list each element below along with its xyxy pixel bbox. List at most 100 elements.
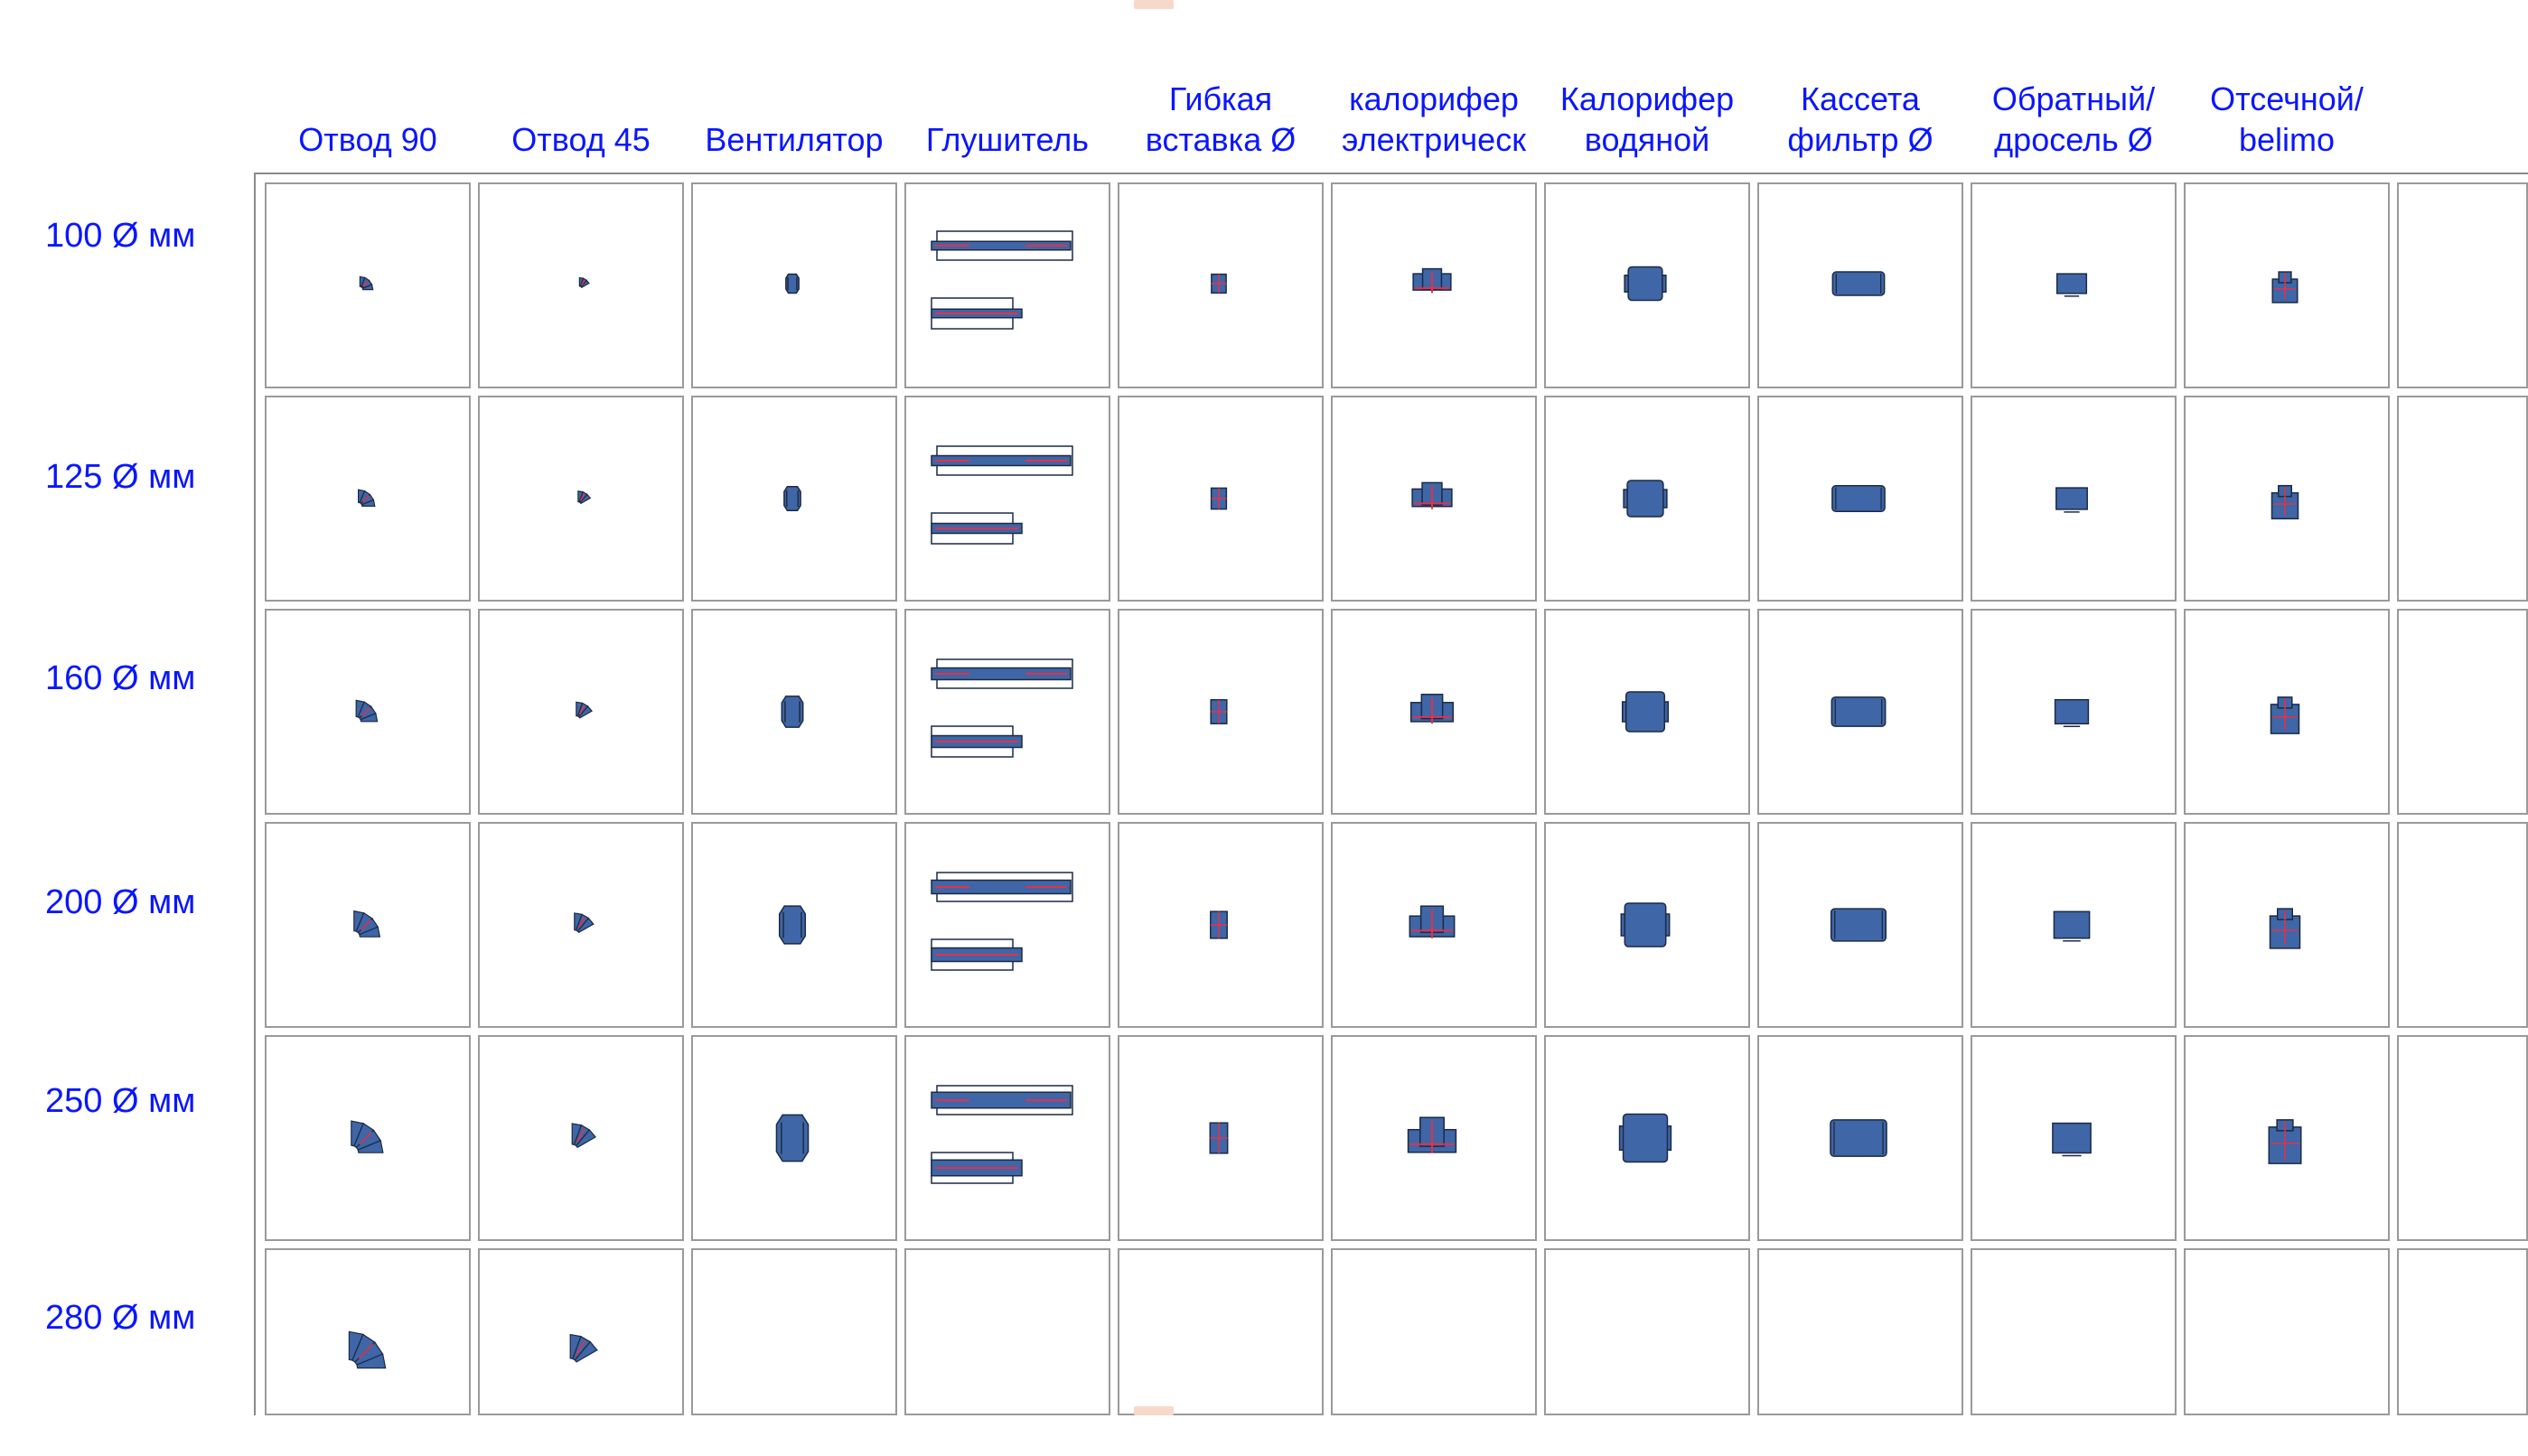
cell-heater-electric-125[interactable] <box>1331 396 1537 602</box>
cell-check-valve-160[interactable] <box>1971 609 2177 815</box>
heater-water-icon <box>1624 266 1667 302</box>
elbow-segment <box>576 917 595 934</box>
cell-heater-water-280[interactable] <box>1544 1248 1750 1415</box>
cell-fan-200[interactable] <box>691 822 897 1028</box>
heater-w-body <box>1627 266 1663 302</box>
elbow-segment <box>360 499 376 508</box>
silencer-duct <box>931 667 1072 681</box>
cell-empty-200[interactable] <box>2397 822 2528 1028</box>
centerline <box>360 919 372 930</box>
cell-heater-electric-100[interactable] <box>1331 182 1537 388</box>
column-header-silencer-line2: Глушитель <box>925 121 1090 158</box>
check-valve-icon <box>2055 273 2088 297</box>
silencer-icon <box>931 230 1073 330</box>
cell-elbow90-100[interactable] <box>265 182 471 388</box>
cell-flex-160[interactable] <box>1118 609 1324 815</box>
cell-fan-280[interactable] <box>691 1248 897 1415</box>
column-header-heater-electric-line2: электрическ <box>1342 121 1526 158</box>
cell-elbow90-280[interactable] <box>265 1248 471 1415</box>
cell-filter-280[interactable] <box>1757 1248 1963 1415</box>
cell-silencer-160[interactable] <box>904 609 1110 815</box>
cell-empty-250[interactable] <box>2397 1035 2528 1241</box>
elbow90-icon <box>348 1330 387 1369</box>
cell-check-valve-100[interactable] <box>1971 182 2177 388</box>
cell-damper-belimo-250[interactable] <box>2184 1035 2390 1241</box>
cell-silencer-280[interactable] <box>904 1248 1110 1415</box>
cell-check-valve-125[interactable] <box>1971 396 2177 602</box>
cell-elbow45-200[interactable] <box>478 822 684 1028</box>
cell-silencer-200[interactable] <box>904 822 1110 1028</box>
cell-silencer-100[interactable] <box>904 182 1110 388</box>
cell-filter-200[interactable] <box>1757 822 1963 1028</box>
filter-body <box>1830 908 1887 942</box>
cell-damper-belimo-125[interactable] <box>2184 396 2390 602</box>
cell-empty-125[interactable] <box>2397 396 2528 602</box>
cell-flex-250[interactable] <box>1118 1035 1324 1241</box>
elbow45-icon <box>577 490 592 505</box>
grid-frame-top <box>254 173 2528 174</box>
check-valve-body <box>2052 1122 2092 1154</box>
cell-elbow90-160[interactable] <box>265 609 471 815</box>
cell-silencer-125[interactable] <box>904 396 1110 602</box>
cell-heater-water-200[interactable] <box>1544 822 1750 1028</box>
cell-elbow45-250[interactable] <box>478 1035 684 1241</box>
cell-elbow90-250[interactable] <box>265 1035 471 1241</box>
cell-empty-160[interactable] <box>2397 609 2528 815</box>
cell-flex-125[interactable] <box>1118 396 1324 602</box>
row-label-280: 280 Ø мм <box>45 1299 196 1337</box>
cell-heater-water-250[interactable] <box>1544 1035 1750 1241</box>
cell-check-valve-250[interactable] <box>1971 1035 2177 1241</box>
elbow45-icon <box>576 701 593 719</box>
cell-fan-125[interactable] <box>691 396 897 602</box>
cell-fan-250[interactable] <box>691 1035 897 1241</box>
cell-elbow90-200[interactable] <box>265 822 471 1028</box>
cell-elbow45-100[interactable] <box>478 182 684 388</box>
cell-heater-electric-200[interactable] <box>1331 822 1537 1028</box>
check-valve-body <box>2054 698 2090 725</box>
cell-fan-100[interactable] <box>691 182 897 388</box>
cell-filter-250[interactable] <box>1757 1035 1963 1241</box>
cell-filter-160[interactable] <box>1757 609 1963 815</box>
row-label-160: 160 Ø мм <box>45 659 196 697</box>
cell-filter-125[interactable] <box>1757 396 1963 602</box>
cell-elbow45-160[interactable] <box>478 609 684 815</box>
cell-check-valve-200[interactable] <box>1971 822 2177 1028</box>
cell-heater-electric-250[interactable] <box>1331 1035 1537 1241</box>
scroll-marker-top <box>1134 0 1174 9</box>
cell-flex-100[interactable] <box>1118 182 1324 388</box>
cell-flex-200[interactable] <box>1118 822 1324 1028</box>
cell-elbow90-125[interactable] <box>265 396 471 602</box>
row-label-125: 125 Ø мм <box>45 458 196 496</box>
cell-heater-water-160[interactable] <box>1544 609 1750 815</box>
elbow-segment <box>579 493 592 505</box>
cell-damper-belimo-100[interactable] <box>2184 182 2390 388</box>
cell-empty-280[interactable] <box>2397 1248 2528 1415</box>
cell-fan-160[interactable] <box>691 609 897 815</box>
scroll-marker-bottom <box>1134 1406 1174 1415</box>
cell-heater-electric-280[interactable] <box>1331 1248 1537 1415</box>
centerline <box>576 1128 585 1143</box>
cell-damper-belimo-200[interactable] <box>2184 822 2390 1028</box>
cell-heater-water-100[interactable] <box>1544 182 1750 388</box>
cell-filter-100[interactable] <box>1757 182 1963 388</box>
cell-heater-water-125[interactable] <box>1544 396 1750 602</box>
cell-elbow45-280[interactable] <box>478 1248 684 1415</box>
parts-catalog-grid: Отвод 90 Отвод 45 Вентилятор Глушитель Гибка… <box>45 0 2528 1415</box>
cell-damper-belimo-280[interactable] <box>2184 1248 2390 1415</box>
cell-heater-electric-160[interactable] <box>1331 609 1537 815</box>
centerline <box>581 279 585 285</box>
centerline <box>359 1131 373 1145</box>
fan-body <box>778 905 807 945</box>
cell-flex-280[interactable] <box>1118 1248 1324 1415</box>
cell-elbow45-125[interactable] <box>478 396 684 602</box>
heater-water-icon <box>1620 902 1671 947</box>
cell-check-valve-280[interactable] <box>1971 1248 2177 1415</box>
flex-icon <box>1210 699 1228 724</box>
column-header-check-valve-line2: дросель Ø <box>1994 121 2153 158</box>
column-header-damper-belimo-line2: belimo <box>2238 121 2336 158</box>
cell-silencer-250[interactable] <box>904 1035 1110 1241</box>
fan-body <box>783 485 801 512</box>
cell-damper-belimo-160[interactable] <box>2184 609 2390 815</box>
cell-empty-100[interactable] <box>2397 182 2528 388</box>
centerline <box>576 1340 585 1356</box>
